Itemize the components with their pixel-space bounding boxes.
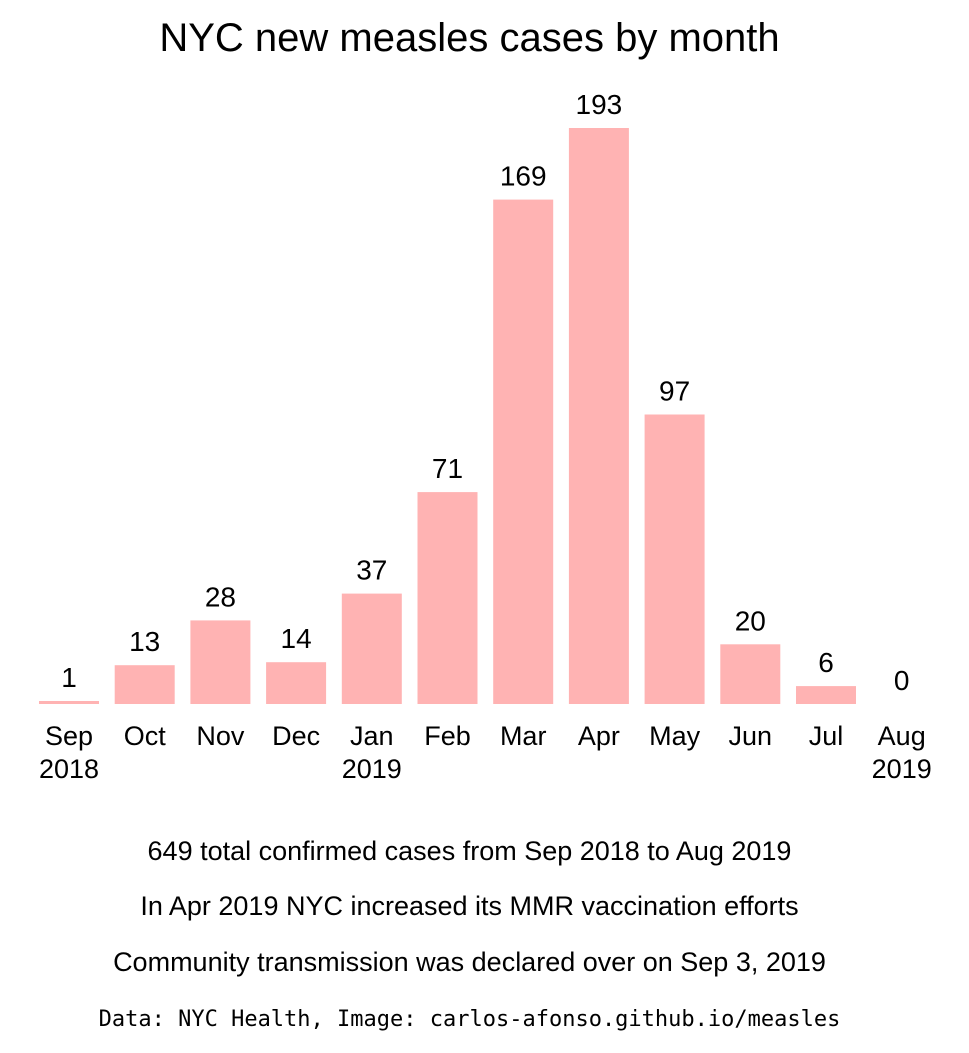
source-credit: Data: NYC Health, Image: carlos-afonso.g… — [98, 1007, 841, 1032]
value-label-feb: 71 — [432, 453, 463, 484]
x-tick-label-jul: Jul — [809, 721, 844, 751]
value-label-nov: 28 — [205, 581, 236, 612]
bar-nov — [190, 620, 251, 704]
bar-jun — [720, 644, 781, 704]
bar-sep — [39, 701, 99, 704]
value-label-mar: 169 — [500, 161, 547, 192]
x-tick-label-may: May — [649, 721, 701, 751]
value-label-jul: 6 — [818, 647, 834, 678]
x-tick-label-oct: Oct — [124, 721, 167, 751]
value-label-apr: 193 — [576, 89, 623, 120]
x-tick-label-feb: Feb — [424, 721, 471, 751]
value-label-jun: 20 — [735, 605, 766, 636]
x-tick-label-dec: Dec — [272, 721, 320, 751]
note-vaccination-efforts: In Apr 2019 NYC increased its MMR vaccin… — [140, 891, 799, 921]
bar-jul — [796, 686, 856, 704]
bar-feb — [417, 492, 478, 704]
x-tick-label-jan: Jan — [350, 721, 394, 751]
bar-dec — [266, 662, 327, 704]
bar-jan — [341, 593, 402, 704]
bar-may — [644, 414, 705, 704]
x-tick-label-jun: Jun — [729, 721, 773, 751]
x-tick-label-aug: Aug — [878, 721, 926, 751]
x-tick-label-sep: Sep — [45, 721, 93, 751]
value-label-dec: 14 — [281, 623, 312, 654]
x-tick-label-apr: Apr — [578, 721, 620, 751]
value-label-aug: 0 — [894, 665, 910, 696]
chart-title: NYC new measles cases by month — [159, 16, 780, 60]
x-tick-year-jan: 2019 — [342, 754, 402, 784]
value-label-jan: 37 — [356, 555, 387, 586]
note-transmission-over: Community transmission was declared over… — [113, 947, 826, 977]
bar-mar — [493, 199, 554, 704]
bar-oct — [114, 665, 175, 704]
value-label-sep: 1 — [61, 662, 77, 693]
value-label-oct: 13 — [129, 626, 160, 657]
note-total-cases: 649 total confirmed cases from Sep 2018 … — [147, 836, 792, 866]
x-tick-label-mar: Mar — [500, 721, 547, 751]
x-tick-year-sep: 2018 — [39, 754, 99, 784]
value-label-may: 97 — [659, 376, 690, 407]
value-labels-group: 1 13 28 14 37 71 169 193 97 20 6 0 — [61, 89, 909, 696]
bars-group — [39, 128, 856, 704]
bar-apr — [568, 128, 629, 704]
x-tick-year-aug: 2019 — [872, 754, 932, 784]
x-tick-label-nov: Nov — [196, 721, 245, 751]
